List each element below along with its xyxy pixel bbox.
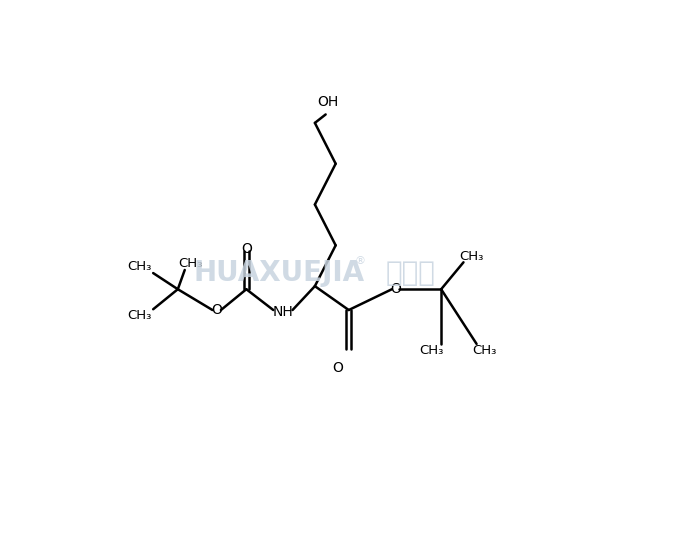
Text: ®: ® [355, 256, 366, 267]
Text: CH₃: CH₃ [419, 344, 444, 357]
Text: CH₃: CH₃ [472, 344, 496, 357]
Text: O: O [241, 242, 252, 256]
Text: NH: NH [273, 305, 294, 319]
Text: CH₃: CH₃ [459, 250, 484, 263]
Text: OH: OH [317, 95, 338, 109]
Text: 化学加: 化学加 [385, 259, 435, 287]
Text: CH₃: CH₃ [179, 257, 203, 270]
Text: CH₃: CH₃ [127, 261, 151, 273]
Text: CH₃: CH₃ [127, 309, 151, 322]
Text: HUAXUEJIA: HUAXUEJIA [194, 259, 365, 287]
Text: O: O [333, 361, 344, 375]
Text: O: O [390, 282, 401, 296]
Text: O: O [211, 303, 222, 317]
